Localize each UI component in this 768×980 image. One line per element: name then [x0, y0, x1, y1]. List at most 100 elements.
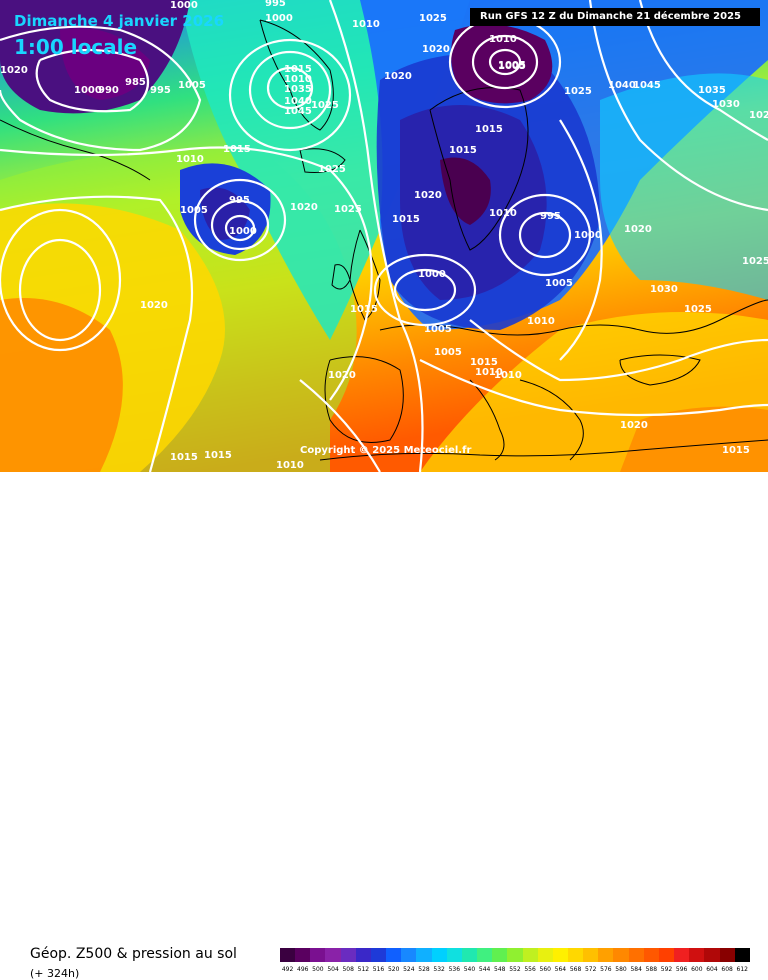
isobar-labels: 1000 995 1000 1010 1025 1010 1020 1005 1…	[0, 0, 768, 471]
scale-swatch	[507, 948, 523, 962]
scale-swatch	[325, 948, 341, 962]
coast-iberia	[324, 356, 404, 443]
isobar-label: 1020	[422, 44, 450, 55]
coast-black-sea	[619, 354, 701, 386]
scale-swatch	[598, 948, 614, 962]
color-scale-cells	[280, 948, 750, 962]
scale-swatch	[567, 948, 584, 962]
scale-swatch	[310, 948, 326, 962]
isobar-label: 1000	[574, 230, 602, 241]
scale-swatch	[355, 948, 371, 962]
isobar-label: 995	[150, 85, 171, 96]
isobar-label: 1010	[284, 74, 312, 85]
isobar-label: 1010	[276, 460, 304, 471]
scale-swatch	[734, 948, 750, 962]
isobar-label: 985	[125, 77, 146, 88]
isobar-line	[0, 195, 194, 472]
scale-swatch	[295, 948, 311, 962]
isobar-ring	[0, 208, 122, 352]
scale-label: 512	[357, 966, 370, 973]
isobar-label: 1000	[229, 226, 257, 237]
scale-swatch	[704, 948, 720, 962]
color-scale-labels: 492 496 500 504 508 512 516 520 524 528 532 536 540 5…	[280, 966, 750, 976]
isobar-label: 1005	[180, 205, 208, 216]
scale-label: 540	[463, 966, 476, 973]
scale-label: 544	[478, 966, 491, 973]
scale-label: 588	[645, 966, 658, 973]
isobar-label: 1020	[624, 224, 652, 235]
legend-bar: Géop. Z500 & pression au sol (+ 324h) 49…	[0, 472, 768, 980]
scale-label: 560	[539, 966, 551, 973]
isobar-label: 1015	[170, 452, 198, 463]
isobar-label: 1005	[178, 80, 206, 91]
scale-swatch	[370, 948, 387, 962]
scale-label: 564	[554, 966, 567, 973]
scale-swatch	[583, 948, 599, 962]
isobar-ring	[498, 193, 592, 277]
scale-swatch	[628, 948, 644, 962]
isobar-ring	[393, 268, 457, 312]
low-core-northwest-inner	[60, 28, 150, 100]
low-core-central	[440, 157, 491, 225]
isobar-label: 1005	[434, 347, 462, 358]
scale-label: 524	[403, 966, 415, 973]
coast-north-africa	[319, 439, 768, 461]
isobar-label: 1005	[545, 278, 573, 289]
scale-swatch	[613, 948, 629, 962]
scale-swatch	[552, 948, 568, 962]
isobar-ring	[210, 199, 270, 251]
isobar-label: 1010	[475, 367, 503, 378]
scale-swatch	[522, 948, 538, 962]
scale-label: 504	[327, 966, 339, 973]
isobar-ring	[248, 50, 332, 130]
isobar-label: 990	[98, 85, 119, 96]
product-title: Géop. Z500 & pression au sol	[30, 946, 237, 962]
isobar-label: 1015	[722, 445, 750, 456]
scale-label: 500	[312, 966, 324, 973]
scale-swatch	[431, 948, 447, 962]
isobar-ring	[373, 253, 477, 327]
isobar-ring	[18, 238, 102, 342]
coast-balkans	[519, 379, 584, 461]
isobar-ring	[518, 211, 572, 259]
coast-italy	[469, 379, 505, 461]
isobar-ring	[266, 66, 314, 110]
isobar-label: 1025	[684, 304, 712, 315]
isobar-label: 1015	[392, 214, 420, 225]
isobar-ring	[228, 38, 352, 152]
isobar-label: 1010	[494, 370, 522, 381]
isobar-label: 1005	[424, 324, 452, 335]
isobar-label: 1015	[470, 357, 498, 368]
isobar-label: 1025	[419, 13, 447, 24]
isobar-label: 995	[229, 195, 250, 206]
scale-label: 612	[736, 966, 748, 973]
isobar-label: 995	[265, 0, 286, 9]
isobar-label: 1045	[633, 80, 661, 91]
isobar-label: 1010	[352, 19, 380, 30]
isobar-ring	[193, 178, 287, 262]
isobar-line	[35, 48, 150, 113]
isobars	[0, 0, 768, 472]
isobar-label: 1025	[311, 100, 339, 111]
scale-swatch	[719, 948, 735, 962]
color-scale: 492 496 500 504 508 512 516 520 524 528 532 536 540 5…	[280, 948, 750, 976]
isobar-label: 1035	[698, 85, 726, 96]
isobar-label: 995	[540, 211, 561, 222]
isobar-label: 1030	[650, 284, 678, 295]
scale-label: 556	[524, 966, 536, 973]
field-band-southeast-orange	[620, 406, 768, 472]
scale-label: 528	[418, 966, 430, 973]
scale-swatch	[446, 948, 462, 962]
scale-label: 580	[615, 966, 627, 973]
weather-map: 1000 995 1000 1010 1025 1010 1020 1005 1…	[0, 0, 768, 472]
scale-swatch	[461, 948, 478, 962]
coast-ireland	[331, 264, 351, 290]
scale-label: 584	[630, 966, 642, 973]
isobar-label: 1005	[498, 61, 526, 72]
scale-swatch	[643, 948, 659, 962]
isobar-label: 1025	[749, 110, 768, 121]
scale-label: 508	[342, 966, 354, 973]
coast-north-america	[0, 119, 151, 181]
isobar-label: 1025	[564, 86, 592, 97]
isobar-label: 1020	[140, 300, 168, 311]
